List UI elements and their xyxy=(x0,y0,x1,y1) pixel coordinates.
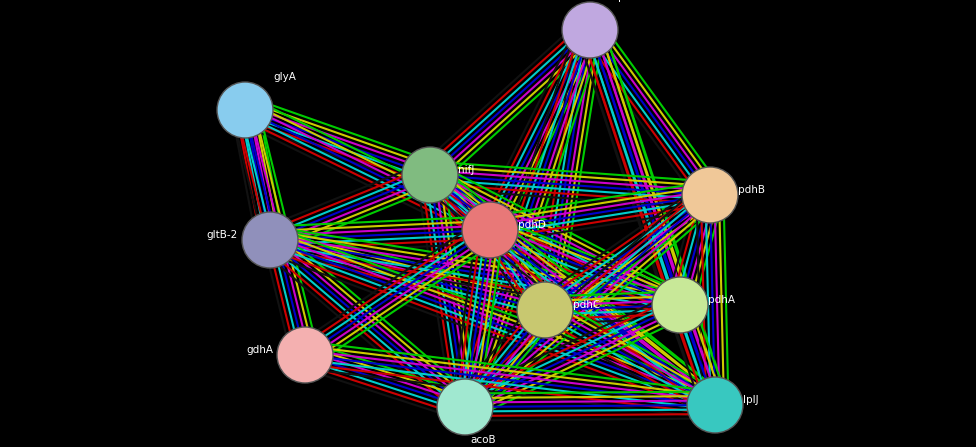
Circle shape xyxy=(217,82,273,138)
Circle shape xyxy=(517,282,573,338)
Text: pdhC: pdhC xyxy=(573,300,600,310)
Text: pdhB: pdhB xyxy=(738,185,765,195)
Circle shape xyxy=(687,377,743,433)
Circle shape xyxy=(682,167,738,223)
Circle shape xyxy=(277,327,333,383)
Text: glyA: glyA xyxy=(273,72,296,82)
Circle shape xyxy=(402,147,458,203)
Text: acoB: acoB xyxy=(470,435,496,445)
Text: pdhA: pdhA xyxy=(708,295,735,305)
Text: nifJ: nifJ xyxy=(458,165,474,175)
Circle shape xyxy=(462,202,518,258)
Circle shape xyxy=(242,212,298,268)
Circle shape xyxy=(437,379,493,435)
Text: gdhA: gdhA xyxy=(246,345,273,355)
Circle shape xyxy=(562,2,618,58)
Text: lpIJ: lpIJ xyxy=(743,395,758,405)
Text: pdhD: pdhD xyxy=(518,220,546,230)
Text: pfl: pfl xyxy=(618,0,631,2)
Text: gltB-2: gltB-2 xyxy=(207,230,238,240)
Circle shape xyxy=(652,277,708,333)
